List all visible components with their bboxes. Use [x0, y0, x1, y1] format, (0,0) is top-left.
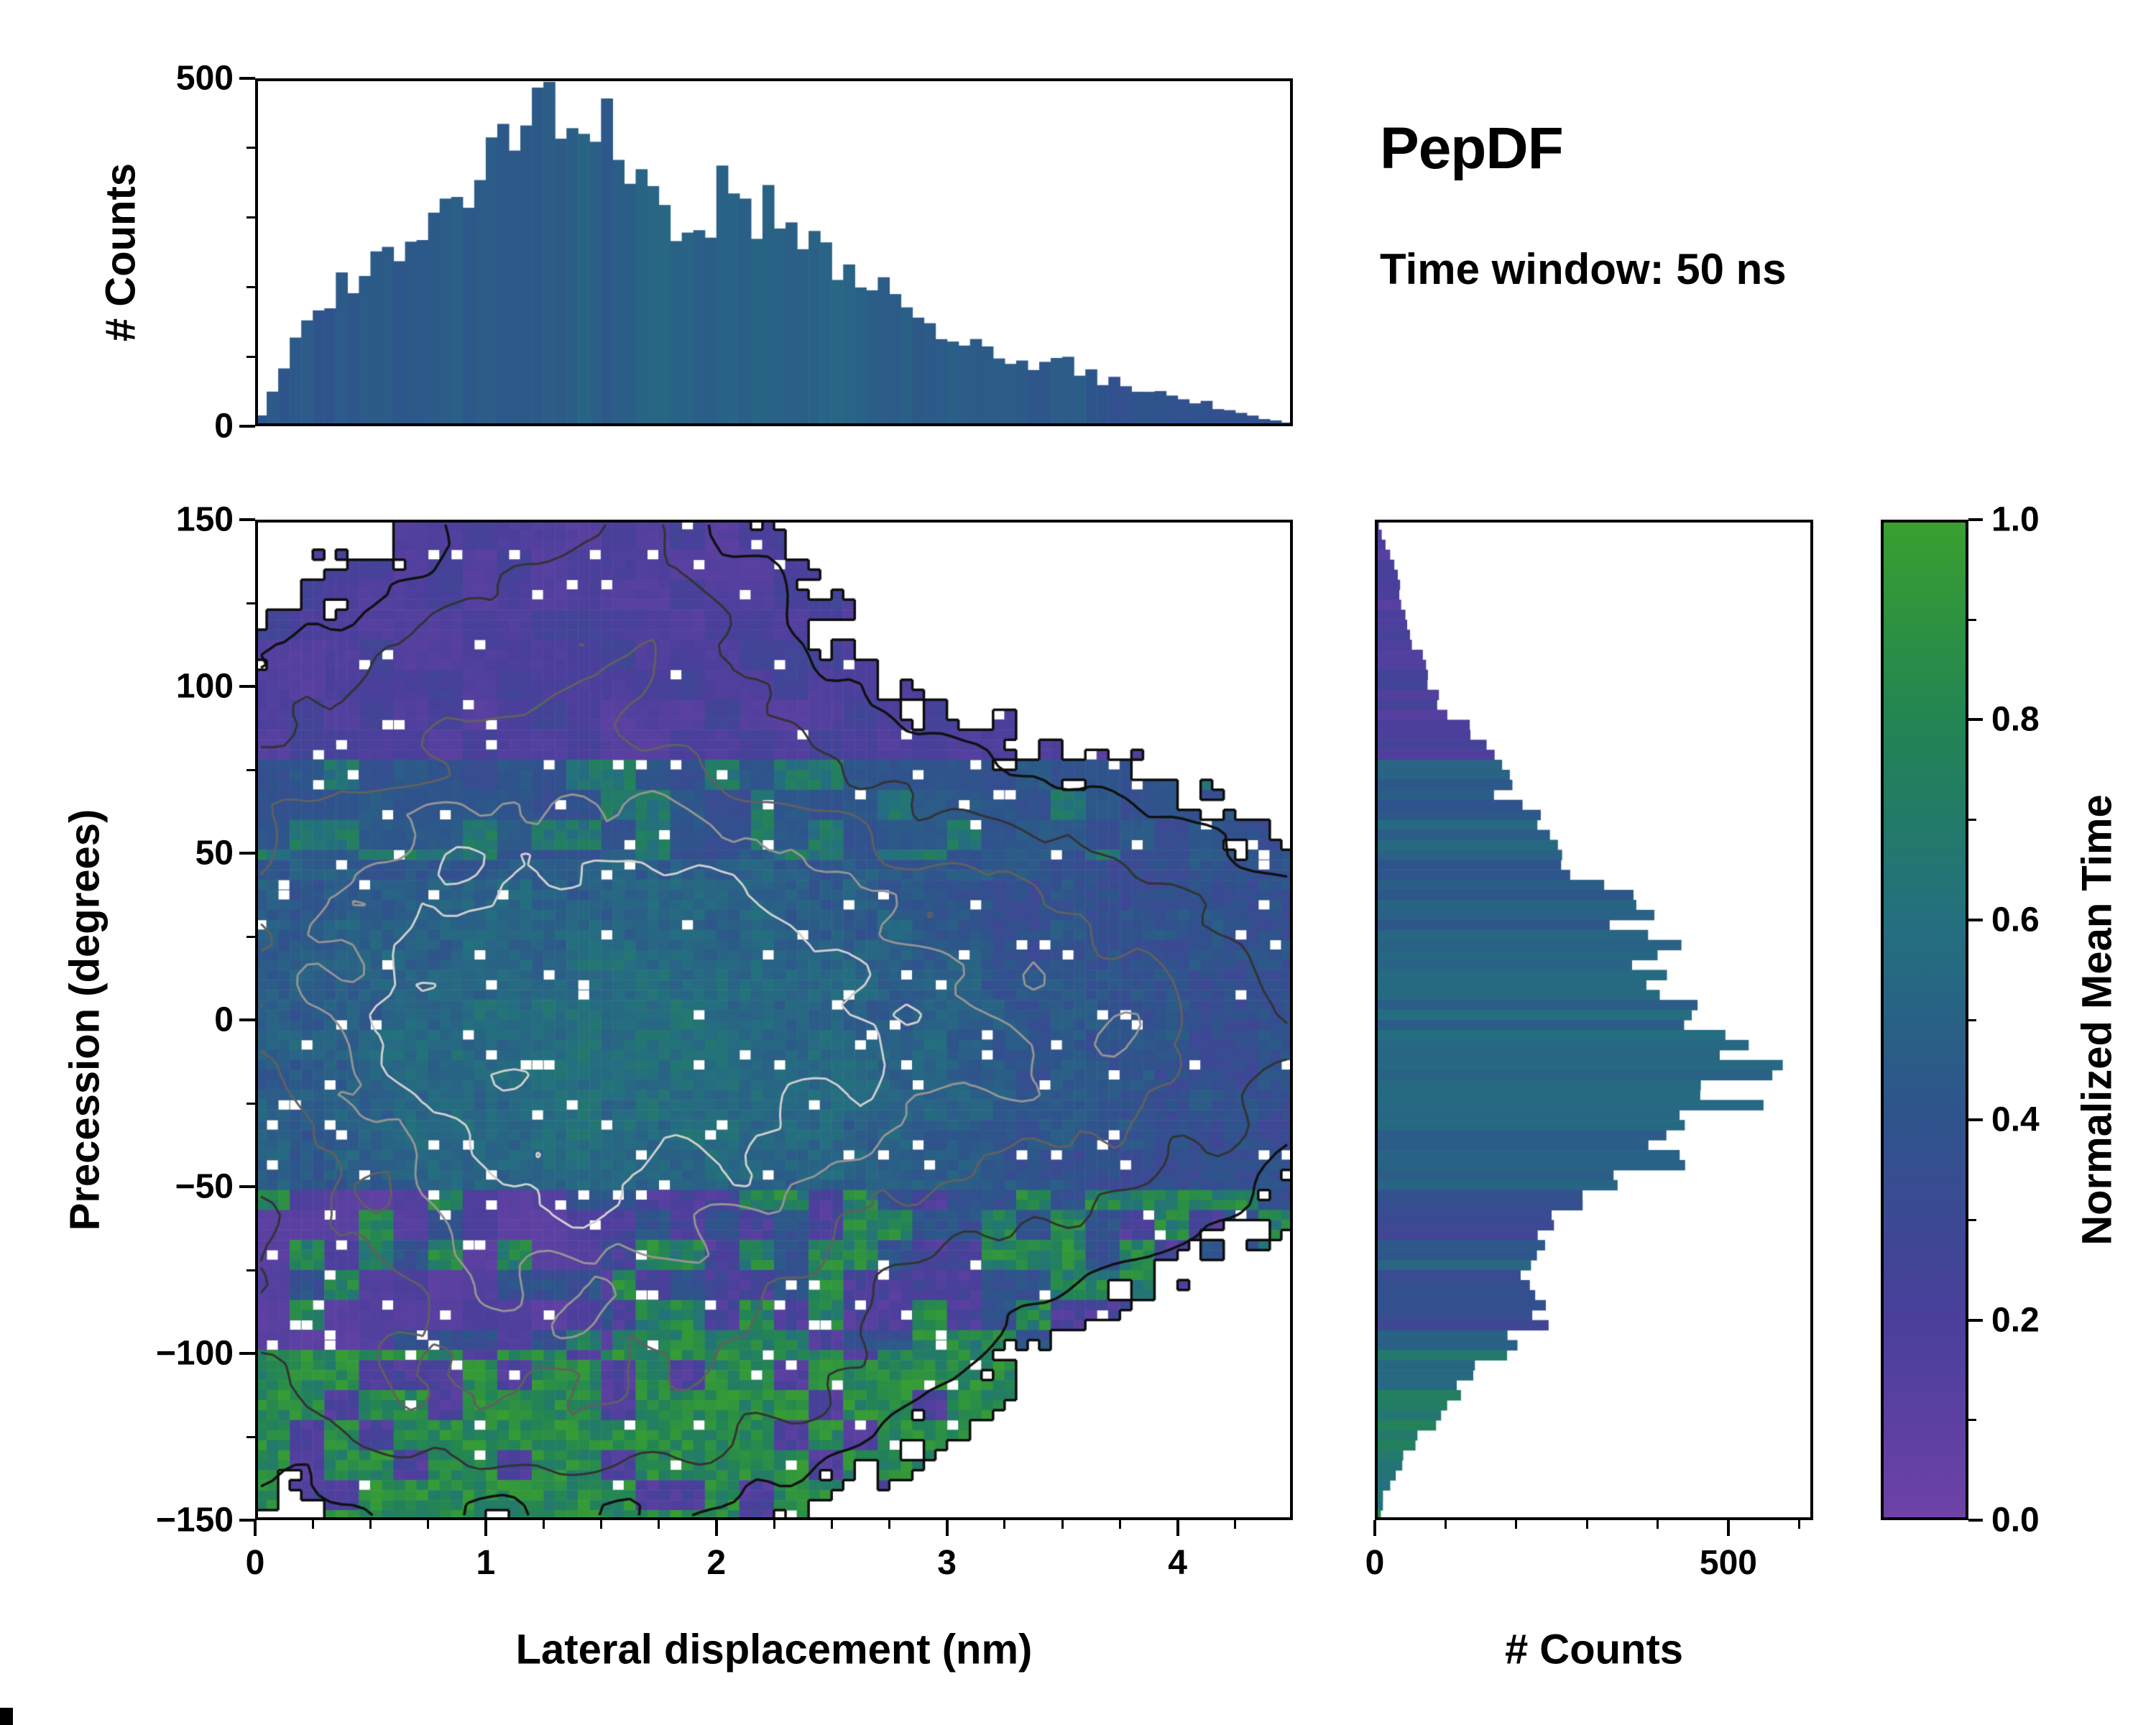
tick-mark [1968, 518, 1983, 521]
tick-mark [1726, 1520, 1730, 1536]
tick-mark [239, 425, 255, 428]
right-hist-x-tick-label: 0 [1365, 1544, 1385, 1582]
tick-mark [239, 77, 255, 80]
tick-mark [830, 1520, 833, 1529]
colorbar-tick-label: 0.0 [1991, 1501, 2040, 1540]
tick-mark [1968, 819, 1976, 822]
x-tick-label: 0 [245, 1544, 265, 1582]
tick-mark [1968, 1519, 1983, 1522]
tick-mark [1968, 1118, 1983, 1122]
tick-mark [1968, 618, 1976, 621]
tick-mark [1968, 1419, 1976, 1422]
y-tick-label: −150 [155, 1501, 234, 1540]
tick-mark [247, 285, 255, 288]
tick-mark [247, 602, 255, 604]
tick-mark [239, 1185, 255, 1188]
x-tick-label: 4 [1168, 1544, 1187, 1582]
right-hist-xlabel: # Counts [1504, 1626, 1684, 1673]
tick-mark [1444, 1520, 1447, 1529]
x-tick-label: 3 [937, 1544, 957, 1582]
main-heatmap-canvas [255, 520, 1293, 1520]
figure-subtitle: Time window: 50 ns [1380, 245, 1787, 293]
tick-mark [1118, 1520, 1121, 1529]
y-tick-label: 150 [175, 500, 234, 539]
tick-mark [1968, 1218, 1976, 1221]
tick-mark [1373, 1520, 1376, 1536]
right-hist-x-tick-label: 500 [1699, 1544, 1757, 1582]
tick-mark [1968, 1018, 1976, 1021]
tick-mark [1968, 918, 1983, 921]
tick-mark [1968, 718, 1983, 722]
tick-mark [247, 935, 255, 938]
figure-title: PepDF [1380, 116, 1564, 181]
colorbar-tick-label: 1.0 [1991, 500, 2040, 539]
colorbar-tick-label: 0.2 [1991, 1301, 2040, 1340]
tick-mark [1797, 1520, 1800, 1529]
colorbar-canvas [1881, 520, 1968, 1520]
tick-mark [773, 1520, 775, 1529]
tick-mark [945, 1520, 949, 1536]
tick-mark [658, 1520, 660, 1529]
tick-mark [1968, 1318, 1983, 1322]
y-tick-label: 100 [175, 667, 234, 706]
tick-mark [247, 1269, 255, 1271]
y-tick-label: 0 [214, 1000, 234, 1039]
tick-mark [1061, 1520, 1064, 1529]
y-tick-label: −100 [155, 1334, 234, 1373]
main-xlabel: Lateral displacement (nm) [515, 1626, 1033, 1673]
colorbar-panel [1881, 520, 1968, 1520]
tick-mark [542, 1520, 545, 1529]
main-ylabel: Precession (degrees) [61, 809, 109, 1231]
tick-mark [247, 768, 255, 771]
y-tick-label: −50 [175, 1167, 234, 1206]
tick-mark [599, 1520, 602, 1529]
top-histogram-panel [255, 78, 1293, 426]
colorbar-tick-label: 0.4 [1991, 1100, 2040, 1139]
tick-mark [714, 1520, 718, 1536]
main-heatmap-panel [255, 520, 1293, 1520]
tick-mark [254, 1520, 257, 1536]
tick-mark [247, 1102, 255, 1105]
tick-mark [1176, 1520, 1179, 1536]
right-histogram-panel [1375, 520, 1813, 1520]
tick-mark [1657, 1520, 1659, 1529]
corner-artifact [0, 1708, 13, 1725]
y-tick-label: 50 [195, 834, 234, 873]
colorbar-label: Normalized Mean Time [2073, 794, 2121, 1246]
colorbar-tick-label: 0.8 [1991, 700, 2040, 739]
tick-mark [247, 147, 255, 150]
top-hist-y-tick-label: 0 [214, 407, 234, 446]
colorbar-tick-label: 0.6 [1991, 901, 2040, 939]
tick-mark [369, 1520, 372, 1529]
tick-mark [247, 355, 255, 358]
tick-mark [484, 1520, 487, 1536]
tick-mark [1234, 1520, 1237, 1529]
top-hist-ylabel: # Counts [97, 162, 144, 342]
right-histogram-canvas [1375, 520, 1813, 1520]
tick-mark [1515, 1520, 1518, 1529]
tick-mark [239, 685, 255, 688]
tick-mark [239, 1352, 255, 1355]
tick-mark [1003, 1520, 1006, 1529]
top-hist-y-tick-label: 500 [175, 59, 234, 98]
tick-mark [239, 852, 255, 855]
tick-mark [427, 1520, 430, 1529]
tick-mark [239, 1018, 255, 1021]
tick-mark [1585, 1520, 1588, 1529]
tick-mark [239, 1519, 255, 1522]
tick-mark [239, 518, 255, 521]
tick-mark [888, 1520, 890, 1529]
tick-mark [247, 216, 255, 219]
tick-mark [311, 1520, 314, 1529]
tick-mark [247, 1435, 255, 1438]
x-tick-label: 1 [476, 1544, 496, 1582]
x-tick-label: 2 [706, 1544, 727, 1582]
top-histogram-canvas [255, 78, 1293, 426]
